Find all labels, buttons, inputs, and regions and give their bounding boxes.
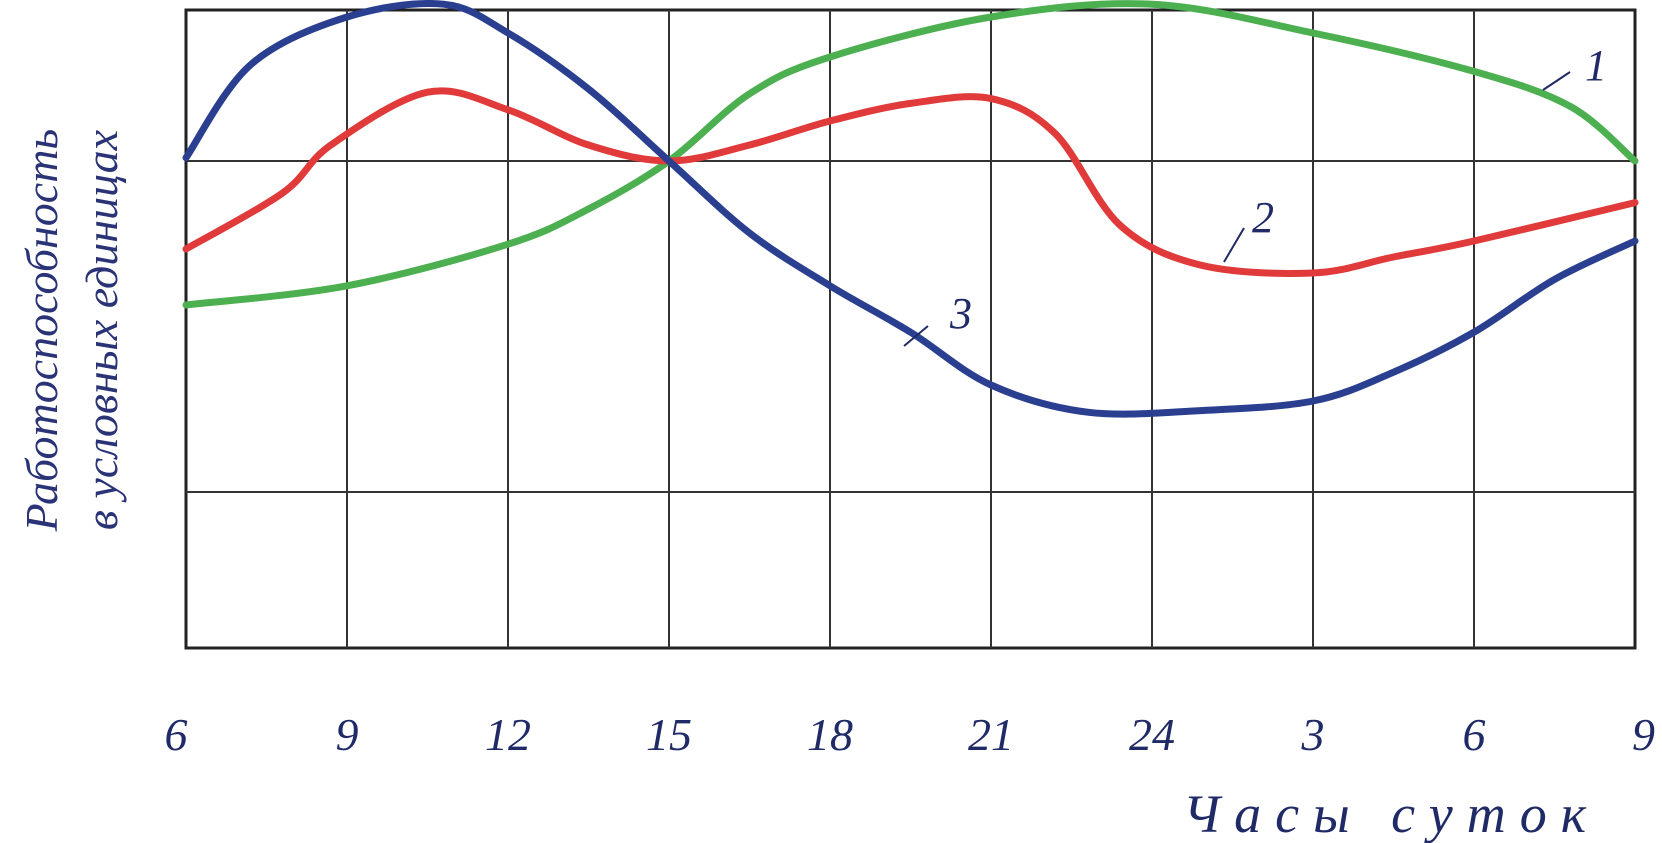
x-tick-label: 6 [165, 709, 188, 760]
series-2-label: 2 [1252, 193, 1274, 242]
y-axis-subtitle: в условных единицах [76, 129, 127, 530]
series-2-leader-line [1223, 227, 1245, 263]
series-3-leader-line [903, 325, 929, 347]
grid-lines [186, 10, 1635, 648]
x-tick-label: 6 [1463, 709, 1486, 760]
series-leader-lines: 1 2 3 [903, 41, 1607, 347]
series-1-leader-line [1542, 71, 1571, 91]
y-axis-title-line-1: Работоспособность [16, 129, 67, 533]
x-tick-label: 12 [485, 709, 531, 760]
x-tick-label: 18 [807, 709, 853, 760]
series-1-label: 1 [1585, 41, 1607, 90]
data-series [182, 0, 1639, 418]
x-tick-label: 21 [968, 709, 1014, 760]
x-tick-label: 3 [1301, 709, 1325, 760]
series-line-2 [182, 87, 1639, 277]
x-axis-title: Часы суток [1183, 784, 1600, 843]
series-3-label: 3 [949, 289, 972, 338]
x-tick-label: 9 [336, 709, 359, 760]
plot-frame [184, 8, 1637, 650]
plot-area-border [184, 8, 1637, 650]
y-axis-title: Работоспособность [16, 129, 67, 533]
y-axis-title-line-2: в условных единицах [76, 129, 127, 530]
series-line-1 [182, 0, 1639, 309]
x-tick-label: 9 [1632, 709, 1655, 760]
x-tick-label: 15 [646, 709, 692, 760]
series-line-3 [182, 0, 1639, 418]
x-tick-label: 24 [1129, 709, 1175, 760]
x-tick-labels: 6 9 12 15 18 21 24 3 6 9 [165, 709, 1656, 760]
